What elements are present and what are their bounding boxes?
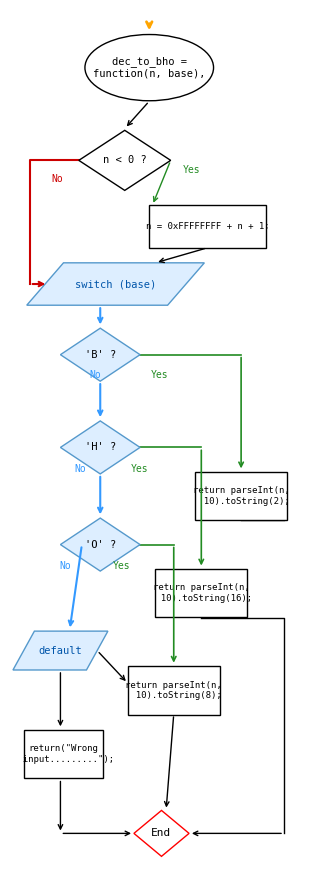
Text: Yes: Yes — [131, 464, 149, 474]
Text: default: default — [39, 646, 82, 656]
Ellipse shape — [85, 35, 214, 101]
Text: Yes: Yes — [183, 165, 201, 175]
FancyBboxPatch shape — [149, 206, 266, 248]
Text: End: End — [151, 828, 172, 838]
Polygon shape — [60, 421, 140, 474]
FancyBboxPatch shape — [128, 666, 220, 715]
Text: Yes: Yes — [151, 369, 168, 379]
Text: No: No — [51, 175, 63, 184]
Text: No: No — [74, 464, 86, 474]
Text: return("Wrong
  input.........");: return("Wrong input........."); — [12, 744, 115, 764]
Text: Yes: Yes — [112, 562, 130, 571]
Text: 'B' ?: 'B' ? — [85, 350, 116, 360]
Polygon shape — [79, 130, 171, 190]
Polygon shape — [27, 263, 204, 305]
Polygon shape — [13, 631, 108, 670]
Text: switch (base): switch (base) — [75, 279, 156, 289]
FancyBboxPatch shape — [195, 471, 287, 520]
Text: No: No — [59, 562, 71, 571]
Text: No: No — [89, 369, 101, 379]
Text: return parseInt(n,
  10).toString(8);: return parseInt(n, 10).toString(8); — [125, 680, 222, 700]
Polygon shape — [134, 811, 189, 857]
Text: 'O' ?: 'O' ? — [85, 540, 116, 549]
Text: dec_to_bho =
function(n, base),: dec_to_bho = function(n, base), — [93, 57, 205, 79]
Polygon shape — [60, 518, 140, 571]
Text: return parseInt(n,
  10).toString(2);: return parseInt(n, 10).toString(2); — [193, 486, 289, 506]
Text: return parseInt(n,
  10).toString(16);: return parseInt(n, 10).toString(16); — [150, 584, 252, 602]
Polygon shape — [60, 328, 140, 381]
FancyBboxPatch shape — [24, 729, 103, 778]
Text: n < 0 ?: n < 0 ? — [103, 155, 147, 166]
Text: 'H' ?: 'H' ? — [85, 442, 116, 453]
Text: n = 0xFFFFFFFF + n + 1;: n = 0xFFFFFFFF + n + 1; — [146, 222, 269, 231]
FancyBboxPatch shape — [155, 569, 247, 618]
